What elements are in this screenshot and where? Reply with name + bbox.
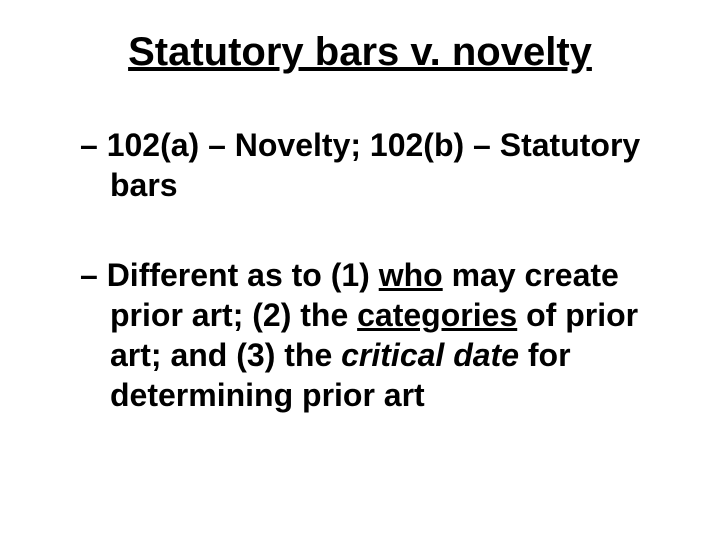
bullet-2-who: who bbox=[379, 257, 443, 293]
bullet-2-part-1: – Different as to (1) bbox=[80, 257, 379, 293]
bullet-item-2: – Different as to (1) who may create pri… bbox=[40, 255, 680, 415]
bullet-2-critical-date: critical date bbox=[341, 337, 519, 373]
slide-title: Statutory bars v. novelty bbox=[40, 30, 680, 75]
bullet-2-categories: categories bbox=[357, 297, 517, 333]
bullet-item-1: – 102(a) – Novelty; 102(b) – Statutory b… bbox=[40, 125, 680, 205]
